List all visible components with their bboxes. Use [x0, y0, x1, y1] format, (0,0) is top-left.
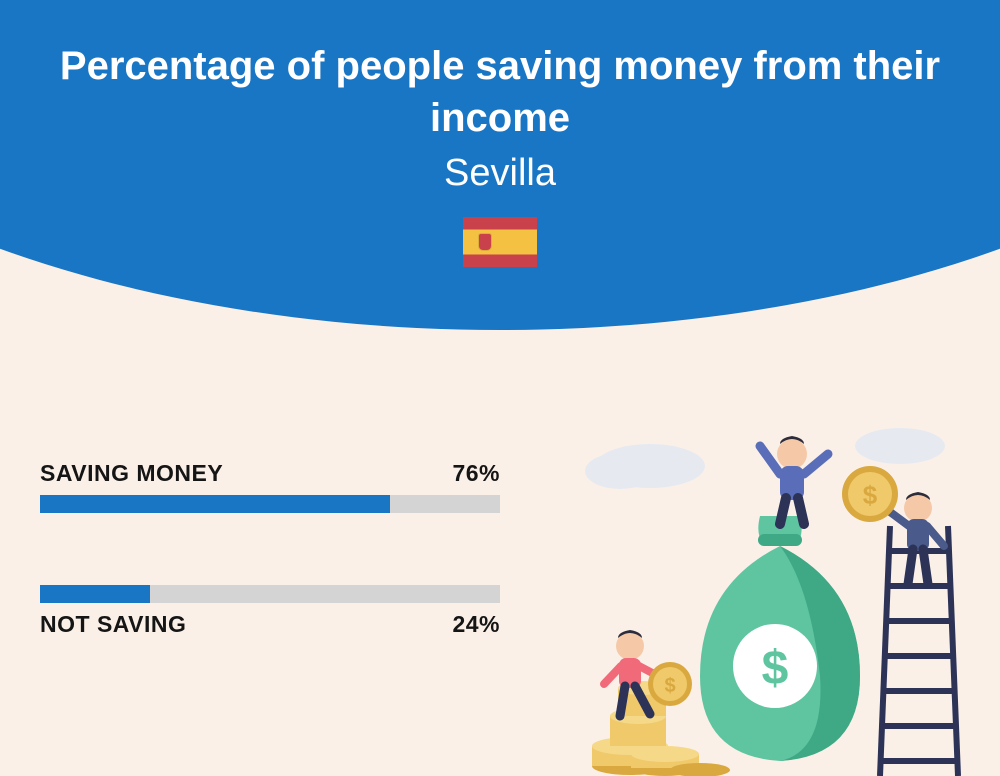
person-icon — [760, 436, 828, 524]
ladder-icon — [880, 526, 958, 776]
bar-label: NOT SAVING — [40, 611, 186, 638]
svg-text:$: $ — [863, 480, 878, 510]
bars-area: SAVING MONEY 76% NOT SAVING 24% — [40, 460, 500, 710]
cloud-icon — [585, 453, 655, 489]
bar-track — [40, 495, 500, 513]
bar-label-row: SAVING MONEY 76% — [40, 460, 500, 487]
svg-text:$: $ — [664, 675, 675, 697]
bar-fill — [40, 585, 150, 603]
header: Percentage of people saving money from t… — [0, 0, 1000, 272]
bar-label: SAVING MONEY — [40, 460, 223, 487]
cloud-icon — [855, 428, 945, 464]
savings-illustration: $ $ — [570, 416, 990, 776]
coin-icon: $ — [842, 466, 898, 522]
bar-track — [40, 585, 500, 603]
money-bag-icon: $ — [700, 516, 860, 761]
bar-not-saving: NOT SAVING 24% — [40, 585, 500, 638]
dollar-icon: $ — [762, 642, 789, 695]
bar-fill — [40, 495, 390, 513]
coin-icon: $ — [648, 662, 692, 706]
bar-value: 76% — [452, 460, 500, 487]
page-title: Percentage of people saving money from t… — [0, 40, 1000, 144]
bar-saving-money: SAVING MONEY 76% — [40, 460, 500, 513]
bar-value: 24% — [452, 611, 500, 638]
bar-label-row: NOT SAVING 24% — [40, 611, 500, 638]
spain-flag-icon — [463, 217, 537, 267]
page-subtitle: Sevilla — [0, 152, 1000, 195]
